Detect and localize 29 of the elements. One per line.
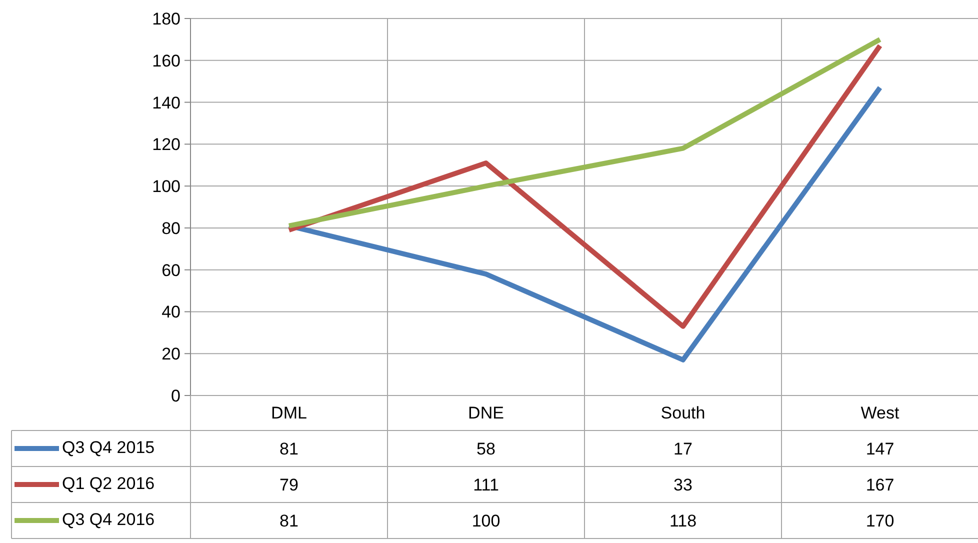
y-tick-label: 120 [152, 135, 181, 154]
data-label: 167 [866, 476, 894, 494]
data-label: 33 [674, 476, 692, 494]
y-tick-label: 140 [152, 93, 181, 112]
data-label: 81 [280, 512, 298, 530]
x-tick-label: DNE [468, 404, 504, 422]
data-label: 58 [476, 440, 496, 458]
legend-label: Q3 Q4 2015 [62, 437, 155, 459]
y-tick-label: 20 [162, 344, 181, 364]
data-label: 17 [674, 440, 692, 458]
x-tick-label: South [660, 404, 706, 422]
legend-label: Q1 Q2 2016 [62, 473, 155, 495]
data-label: 118 [669, 512, 697, 530]
y-tick-label: 100 [152, 177, 181, 196]
y-tick-label: 80 [162, 218, 181, 238]
data-label: 147 [866, 440, 894, 458]
x-tick-label: West [860, 404, 900, 422]
data-label: 100 [472, 512, 500, 530]
y-tick-label: 0 [171, 386, 181, 406]
legend-label: Q3 Q4 2016 [62, 509, 155, 531]
y-tick-label: 160 [152, 51, 181, 70]
data-label: 170 [866, 512, 894, 530]
y-tick-label: 180 [152, 10, 181, 28]
data-label: 79 [280, 476, 298, 494]
y-tick-label: 40 [162, 302, 181, 322]
data-label: 81 [280, 440, 298, 458]
x-tick-label: DML [271, 404, 307, 422]
data-label: 111 [473, 476, 499, 494]
y-tick-label: 60 [162, 260, 181, 280]
